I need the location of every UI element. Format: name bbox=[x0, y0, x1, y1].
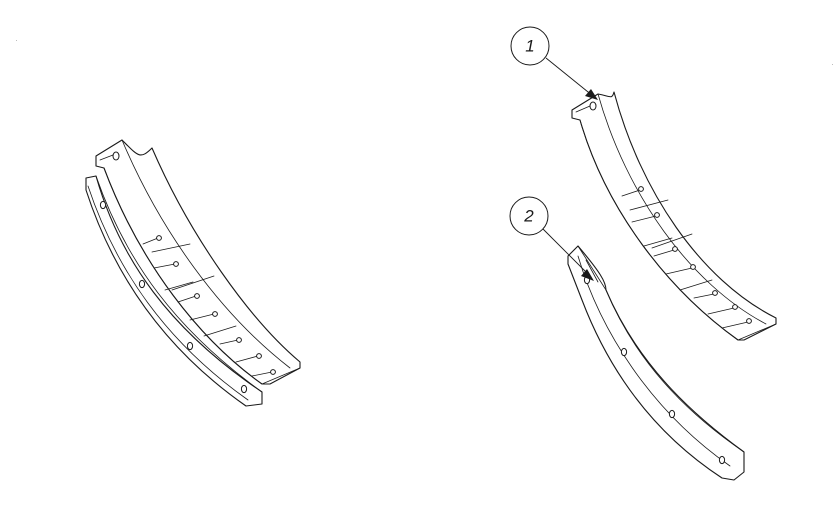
callout-number: 1 bbox=[525, 37, 534, 56]
mounting-hole bbox=[186, 341, 194, 351]
slot-hole bbox=[112, 151, 120, 161]
scan-speck bbox=[16, 40, 17, 41]
callout-number: 2 bbox=[523, 207, 534, 226]
arrowhead bbox=[581, 269, 594, 281]
scale-ticks bbox=[142, 235, 276, 377]
callout-1: 1 bbox=[510, 26, 598, 100]
mounting-hole bbox=[99, 200, 107, 210]
exploded-view: 1 2 bbox=[509, 26, 777, 481]
slot-hole bbox=[589, 101, 597, 111]
callout-balloon bbox=[509, 196, 549, 236]
assembled-curved-strip bbox=[95, 139, 301, 385]
mounting-hole bbox=[138, 279, 146, 289]
callout-2: 2 bbox=[509, 196, 594, 281]
callout-balloon bbox=[510, 26, 550, 66]
mounting-hole bbox=[718, 455, 726, 465]
part-1-curved-strip bbox=[571, 91, 777, 341]
assembled-view bbox=[85, 139, 301, 407]
scan-speck bbox=[832, 64, 833, 65]
arrowhead bbox=[585, 89, 598, 100]
assembled-side-bracket bbox=[85, 175, 263, 407]
mounting-hole bbox=[668, 409, 676, 419]
mounting-hole bbox=[240, 384, 248, 394]
mounting-hole bbox=[620, 347, 628, 357]
scale-ticks bbox=[621, 186, 752, 329]
